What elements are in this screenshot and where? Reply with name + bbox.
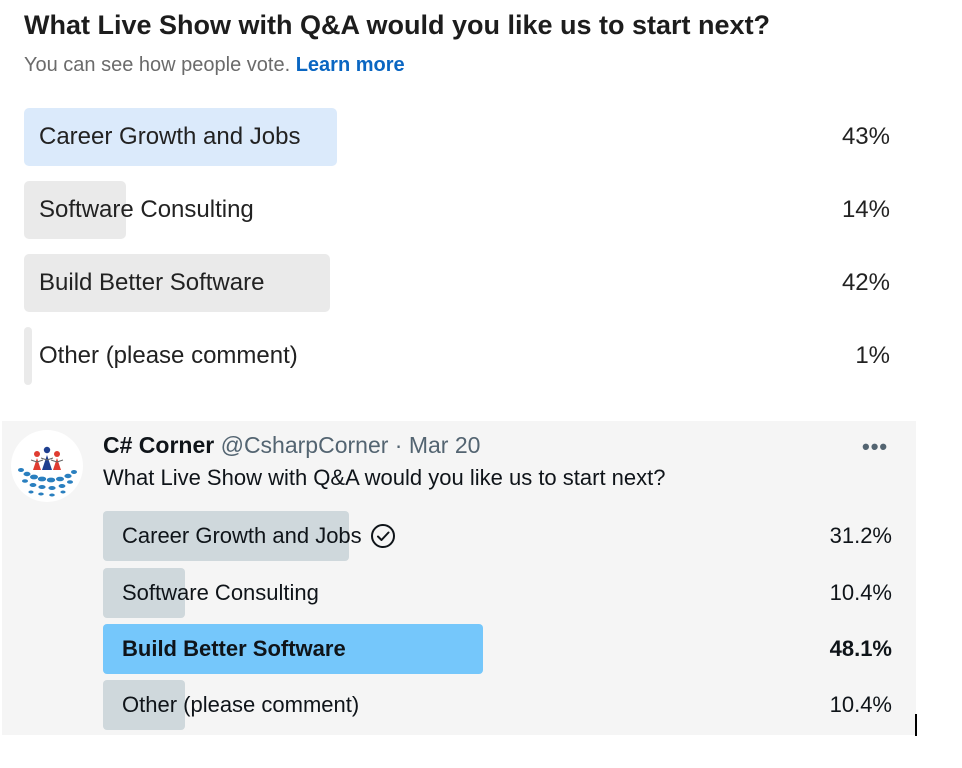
poll-option-bar	[24, 108, 338, 166]
tweet-poll-option-percent: 10.4%	[829, 580, 892, 605]
text-cursor	[915, 714, 917, 736]
poll-option-career-growth[interactable]: Career Growth and Jobs 43%	[24, 108, 890, 166]
tweet-poll-option-label: Build Better Software	[122, 636, 346, 661]
tweet-poll-option-build-better-software: Build Better Software 48.1%	[103, 624, 892, 674]
poll-option-percent: 42%	[841, 269, 890, 296]
tweet-poll-option-bar	[103, 680, 186, 730]
tweet-poll-option-other: Other (please comment) 10.4%	[103, 680, 892, 730]
poll-subtitle: You can see how people vote. Learn more	[24, 54, 405, 77]
header-separator: ·	[394, 432, 403, 458]
tweet-poll-option-percent: 48.1%	[829, 636, 892, 661]
tweet-poll-option-label: Career Growth and Jobs	[122, 523, 362, 548]
poll-option-software-consulting[interactable]: Software Consulting 14%	[24, 181, 890, 239]
poll-option-bar	[24, 327, 32, 385]
poll-option-label: Career Growth and Jobs	[39, 123, 301, 150]
poll-option-percent: 43%	[841, 123, 890, 150]
poll-option-percent: 1%	[855, 342, 890, 369]
poll-option-label: Build Better Software	[39, 269, 265, 296]
tweet-poll-option-bar	[103, 568, 186, 618]
tweet-poll-option-bar	[103, 511, 350, 561]
tweet-poll-option-label: Other (please comment)	[122, 692, 360, 717]
tweet-header: C# Corner @CsharpCorner · Mar 20	[103, 432, 480, 459]
learn-more-link[interactable]: Learn more	[295, 54, 405, 76]
poll-option-label: Other (please comment)	[39, 342, 298, 369]
poll-option-bar	[24, 181, 127, 239]
poll-option-percent: 14%	[841, 196, 890, 223]
tweet-poll-option-label: Software Consulting	[122, 580, 319, 605]
tweet-poll-option-software-consulting: Software Consulting 10.4%	[103, 568, 892, 618]
poll-visibility-note: You can see how people vote.	[24, 54, 291, 76]
poll-title: What Live Show with Q&A would you like u…	[24, 10, 771, 40]
author-handle[interactable]: @CsharpCorner	[220, 432, 389, 458]
poll-option-bar	[24, 254, 331, 312]
tweet-date[interactable]: Mar 20	[408, 432, 481, 458]
poll-option-label: Software Consulting	[39, 196, 254, 223]
tweet-poll-option-label-wrap: Career Growth and Jobs	[122, 511, 396, 561]
more-horizontal-icon[interactable]: •••	[862, 434, 889, 459]
poll-option-other[interactable]: Other (please comment) 1%	[24, 327, 890, 385]
tweet-poll-option-bar	[103, 624, 483, 674]
author-name[interactable]: C# Corner	[103, 432, 215, 458]
tweet-poll-option-percent: 10.4%	[829, 692, 892, 717]
check-circle-icon	[370, 524, 395, 548]
c-sharp-corner-logo-icon	[18, 446, 77, 497]
tweet-text: What Live Show with Q&A would you like u…	[103, 465, 666, 490]
linkedin-poll: What Live Show with Q&A would you like u…	[24, 10, 890, 385]
poll-option-build-better-software[interactable]: Build Better Software 42%	[24, 254, 890, 312]
avatar[interactable]	[11, 430, 83, 502]
tweet-poll-option-percent: 31.2%	[829, 523, 892, 548]
tweet-poll-option-career-growth: Career Growth and Jobs 31.2%	[103, 511, 892, 561]
